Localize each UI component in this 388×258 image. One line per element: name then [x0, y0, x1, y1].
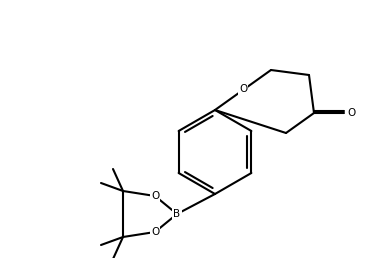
- Text: B: B: [173, 209, 180, 219]
- Text: O: O: [239, 84, 247, 94]
- Text: O: O: [151, 227, 159, 237]
- Text: O: O: [151, 191, 159, 201]
- Text: O: O: [348, 108, 356, 118]
